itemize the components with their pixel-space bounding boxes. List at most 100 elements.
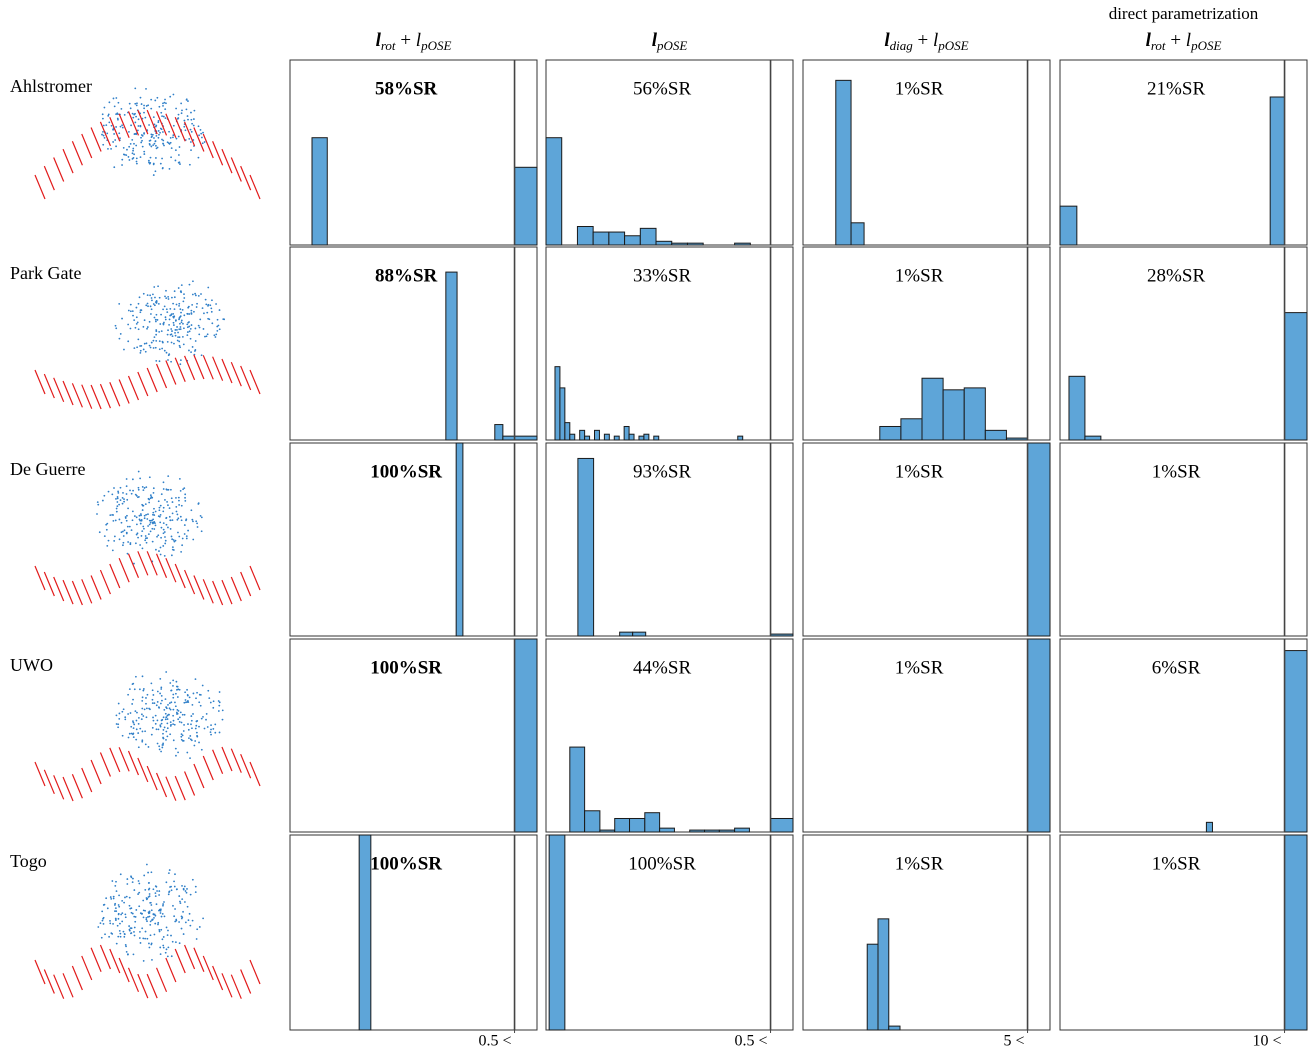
cloud-point: [132, 721, 135, 724]
cloud-point: [155, 302, 158, 304]
cloud-point: [194, 740, 197, 742]
cloud-point: [137, 880, 140, 882]
cloud-point: [124, 916, 127, 919]
bar: [1205, 821, 1213, 833]
cloud-point: [167, 946, 170, 949]
cloud-point: [218, 328, 221, 331]
cloud-point: [112, 141, 115, 143]
cloud-point: [182, 300, 185, 303]
cloud-point: [185, 535, 188, 537]
cloud-point: [191, 303, 194, 306]
cloud-point: [152, 116, 155, 119]
cloud-point: [158, 330, 161, 333]
cloud-point: [112, 519, 115, 522]
cloud-point: [165, 308, 168, 311]
cloud-point: [152, 521, 155, 524]
header-segment: l: [416, 30, 421, 51]
cloud-point: [117, 904, 120, 906]
camera-arrow: [71, 140, 83, 166]
cloud-point: [168, 318, 171, 321]
cloud-point: [158, 745, 161, 748]
cloud-point: [187, 118, 189, 121]
cloud-point: [147, 497, 150, 500]
cloud-point: [139, 96, 142, 99]
success-rate: 6%SR: [1152, 657, 1201, 678]
cloud-point: [144, 503, 147, 505]
cloud-point: [163, 349, 166, 352]
cloud-point: [159, 702, 162, 705]
cloud-point: [139, 544, 142, 546]
cloud-point: [133, 142, 135, 145]
cloud-point: [154, 318, 157, 321]
cloud-point: [123, 529, 126, 532]
cloud-point: [149, 923, 152, 926]
cloud-point: [162, 115, 165, 118]
cloud-point: [201, 684, 204, 687]
cloud-point: [145, 486, 148, 489]
cloud-point: [181, 308, 184, 311]
header-segment: l: [884, 30, 890, 51]
cloud-point: [172, 136, 174, 139]
cloud-point: [178, 146, 181, 148]
cloud-point: [96, 501, 99, 504]
cloud-point: [127, 736, 130, 739]
camera-arrow: [230, 361, 242, 387]
cloud-point: [120, 107, 123, 110]
cloud-point: [221, 718, 224, 721]
cloud-point: [154, 714, 157, 717]
cloud-point: [163, 726, 166, 729]
cloud-point: [135, 160, 138, 163]
bar: [584, 810, 601, 833]
cloud-point: [127, 713, 130, 715]
cloud-point: [153, 528, 156, 530]
bar: [594, 429, 600, 441]
cloud-point: [109, 922, 112, 925]
success-rate: 100%SR: [628, 853, 696, 874]
cloud-point: [166, 501, 168, 503]
cloud-point: [215, 303, 217, 305]
cloud-point: [172, 539, 175, 541]
cloud-point: [149, 294, 152, 297]
cloud-point: [190, 324, 193, 326]
bar: [545, 137, 563, 246]
cloud-point: [145, 87, 147, 90]
bar: [613, 435, 620, 441]
cloud-point: [192, 124, 195, 127]
cloud-point: [153, 507, 155, 510]
cloud-point: [137, 470, 140, 473]
cloud-point: [141, 740, 144, 743]
cloud-point: [130, 529, 133, 532]
bar: [564, 422, 571, 441]
bar: [644, 812, 661, 833]
cloud-point: [137, 716, 140, 719]
cloud-point: [151, 702, 154, 705]
cloud-point: [165, 102, 167, 105]
cloud-point: [180, 927, 183, 930]
cloud-point: [118, 894, 120, 897]
cloud-point: [143, 132, 145, 134]
cloud-point: [120, 913, 123, 916]
cloud-point: [183, 533, 186, 535]
bar: [579, 429, 586, 441]
cloud-point: [152, 719, 155, 722]
cloud-point: [141, 139, 143, 142]
cloud-point: [121, 164, 123, 166]
bar: [548, 834, 566, 1031]
cloud-point: [150, 145, 153, 148]
cloud-point: [142, 715, 145, 717]
cloud-point: [143, 342, 146, 345]
cloud-point: [132, 147, 135, 150]
cloud-point: [170, 701, 173, 704]
cloud-point: [159, 946, 162, 949]
success-rate: 100%SR: [370, 657, 442, 678]
cloud-point: [177, 135, 180, 138]
cloud-point: [129, 712, 132, 714]
cloud-point: [163, 101, 166, 104]
cloud-point: [159, 692, 161, 695]
camera-arrow: [90, 759, 102, 785]
cloud-point: [145, 513, 148, 516]
cloud-point: [162, 903, 165, 905]
cloud-point: [168, 168, 171, 170]
cloud-point: [180, 721, 183, 724]
cloud-point: [134, 121, 137, 124]
